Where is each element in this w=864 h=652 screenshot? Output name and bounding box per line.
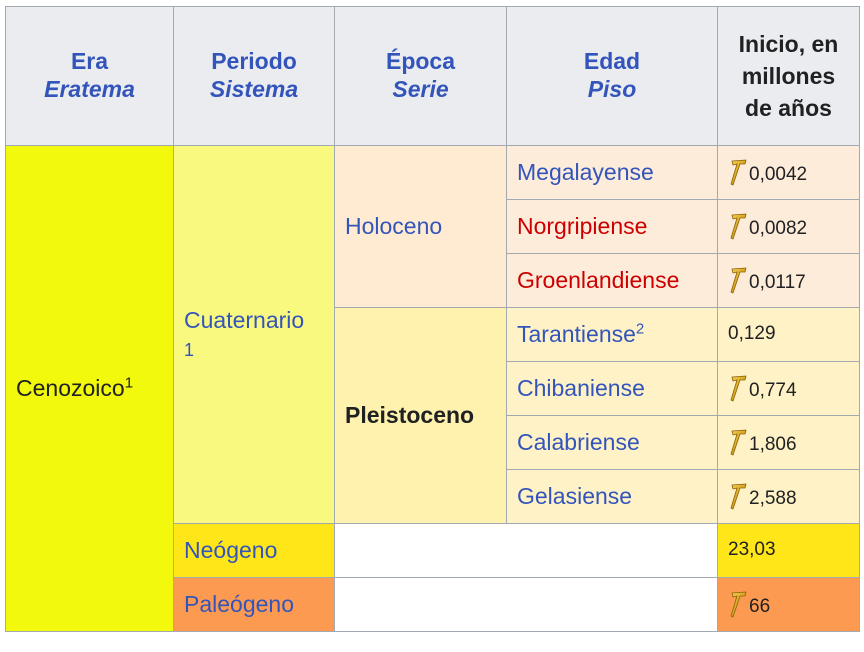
header-periodo: Periodo Sistema (173, 6, 335, 146)
header-sistema-link[interactable]: Sistema (209, 76, 299, 102)
period-cell-neogeno: Neógeno (173, 523, 335, 578)
table-row: Paleógeno 66 (6, 577, 860, 632)
era-cell: Cenozoico1 (5, 145, 174, 632)
start-cell: 0,0042 (717, 145, 860, 200)
table-row: Cenozoico1 Cuaternario 1 Holoceno Megalay… (5, 145, 860, 632)
golden-spike-icon[interactable] (728, 266, 748, 294)
start-cell: 1,806 (717, 415, 860, 470)
geologic-time-table: Era Eratema Periodo Sistema Época Serie … (5, 6, 860, 632)
start-value: 23,03 (728, 539, 776, 561)
age-cell: Groenlandiense (506, 253, 718, 308)
age-cell: Norgripiense (506, 199, 718, 254)
age-cell: Tarantiense2 (506, 307, 718, 362)
age-cell: Chibaniense (506, 361, 718, 416)
epoch-pleistoceno-label: Pleistoceno (345, 401, 475, 428)
start-value: 0,0082 (749, 218, 808, 240)
start-value: 1,806 (749, 434, 797, 456)
header-row: Era Eratema Periodo Sistema Época Serie … (5, 6, 860, 146)
age-chibaniense-link[interactable]: Chibaniense (517, 374, 645, 401)
age-groenlandiense-link[interactable]: Groenlandiense (517, 266, 680, 293)
golden-spike-icon[interactable] (728, 428, 748, 456)
header-era: Era Eratema (5, 6, 174, 146)
golden-spike-icon[interactable] (728, 590, 748, 618)
header-inicio: Inicio, en millones de años (717, 6, 860, 146)
age-gelasiense-link[interactable]: Gelasiense (517, 482, 633, 509)
golden-spike-icon[interactable] (728, 158, 748, 186)
age-calabriense-link[interactable]: Calabriense (517, 428, 640, 455)
header-epoca-link[interactable]: Época (385, 48, 456, 75)
header-periodo-link[interactable]: Periodo (211, 48, 297, 75)
period-neogeno-link[interactable]: Neógeno (184, 536, 278, 563)
period-cuaternario-link[interactable]: Cuaternario 1 (184, 306, 305, 360)
age-norgripiense-link[interactable]: Norgripiense (517, 212, 648, 239)
table-row: Gelasiense 2,588 (6, 469, 860, 524)
age-cell: Gelasiense (506, 469, 718, 524)
start-cell: 0,0117 (717, 253, 860, 308)
start-value: 0,129 (728, 323, 776, 345)
table-row: Norgripiense 0,0082 (6, 199, 860, 254)
header-inicio-line3: de años (745, 95, 832, 122)
period-cell-cuaternario: Cuaternario 1 (173, 145, 335, 524)
golden-spike-icon[interactable] (728, 212, 748, 240)
age-megalayense-link[interactable]: Megalayense (517, 158, 654, 185)
start-cell: 2,588 (717, 469, 860, 524)
header-inicio-line1: Inicio, en (738, 30, 839, 57)
start-value: 2,588 (749, 488, 797, 510)
start-value: 66 (749, 596, 771, 618)
epoch-cell-holoceno: Holoceno (334, 145, 507, 308)
header-era-link[interactable]: Era (70, 48, 109, 75)
epoch-cell-pleistoceno: Pleistoceno (334, 307, 507, 524)
header-edad-link[interactable]: Edad (583, 48, 641, 75)
footnote-ref[interactable]: 1 (124, 374, 134, 392)
golden-spike-icon[interactable] (728, 482, 748, 510)
start-cell: 66 (717, 577, 860, 632)
header-piso-link[interactable]: Piso (587, 76, 637, 102)
age-cell: Megalayense (506, 145, 718, 200)
empty-cell (334, 577, 718, 632)
age-cell: Calabriense (506, 415, 718, 470)
start-value: 0,774 (749, 380, 797, 402)
golden-spike-icon[interactable] (728, 374, 748, 402)
start-value: 0,0042 (749, 164, 808, 186)
footnote-ref[interactable]: 1 (184, 339, 195, 360)
start-value: 0,0117 (749, 272, 806, 294)
table-row: Chibaniense 0,774 (6, 361, 860, 416)
era-cenozoico-link[interactable]: Cenozoico1 (16, 374, 134, 401)
start-cell: 0,774 (717, 361, 860, 416)
start-cell: 0,0082 (717, 199, 860, 254)
header-serie-link[interactable]: Serie (392, 76, 449, 102)
table-row: Groenlandiense 0,0117 (6, 253, 860, 308)
age-tarantiense-link[interactable]: Tarantiense2 (517, 320, 645, 347)
header-inicio-line2: millones (741, 62, 836, 89)
period-cell-paleogeno: Paleógeno (173, 577, 335, 632)
table-row: Pleistoceno Tarantiense2 0,129 (6, 307, 860, 524)
header-epoca: Época Serie (334, 6, 507, 146)
table-row: Calabriense 1,806 (6, 415, 860, 470)
period-paleogeno-link[interactable]: Paleógeno (184, 590, 294, 617)
empty-cell (334, 523, 718, 578)
start-cell: 0,129 (717, 307, 860, 362)
header-edad: Edad Piso (506, 6, 718, 146)
epoch-holoceno-link[interactable]: Holoceno (345, 212, 443, 239)
footnote-ref[interactable]: 2 (635, 320, 645, 338)
header-eratema-link[interactable]: Eratema (44, 76, 135, 102)
start-cell: 23,03 (717, 523, 860, 578)
